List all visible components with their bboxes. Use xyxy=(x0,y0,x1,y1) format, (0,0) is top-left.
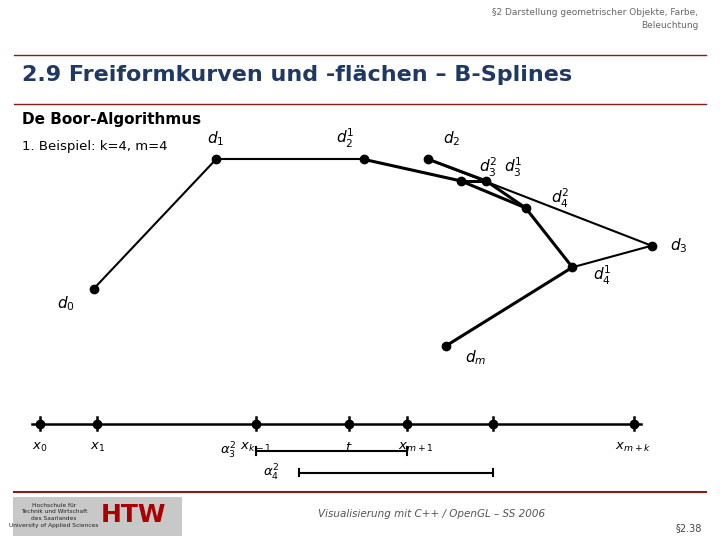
Text: $d_3^2$: $d_3^2$ xyxy=(479,156,498,179)
Text: $d_4^2$: $d_4^2$ xyxy=(551,187,570,210)
Text: $x_{m+k}$: $x_{m+k}$ xyxy=(616,441,652,454)
Text: $x_{m+1}$: $x_{m+1}$ xyxy=(397,441,433,454)
Text: $d_3^1$: $d_3^1$ xyxy=(504,156,523,179)
Text: $t$: $t$ xyxy=(346,441,353,454)
Text: 1. Beispiel: k=4, m=4: 1. Beispiel: k=4, m=4 xyxy=(22,140,167,153)
Text: De Boor-Algorithmus: De Boor-Algorithmus xyxy=(22,112,201,127)
Text: $x_1$: $x_1$ xyxy=(89,441,105,454)
Text: $\alpha_4^2$: $\alpha_4^2$ xyxy=(264,462,279,483)
Text: Hochschule für
Technik und Wirtschaft
des Saarlandes
University of Applied Scien: Hochschule für Technik und Wirtschaft de… xyxy=(9,503,99,528)
Text: Visualisierung mit C++ / OpenGL – SS 2006: Visualisierung mit C++ / OpenGL – SS 200… xyxy=(318,509,546,519)
Text: $d_4^1$: $d_4^1$ xyxy=(593,264,612,287)
Text: $x_{k-1}$: $x_{k-1}$ xyxy=(240,441,271,454)
Text: §2.38: §2.38 xyxy=(675,523,702,533)
Text: $d_2^1$: $d_2^1$ xyxy=(336,127,355,150)
Text: $d_0$: $d_0$ xyxy=(58,295,75,313)
Text: $d_2$: $d_2$ xyxy=(443,130,460,148)
Text: 2.9 Freiformkurven und -flächen – B-Splines: 2.9 Freiformkurven und -flächen – B-Spli… xyxy=(22,65,572,85)
Text: $d_1$: $d_1$ xyxy=(207,130,225,148)
Text: $d_m$: $d_m$ xyxy=(464,348,486,367)
FancyBboxPatch shape xyxy=(13,497,182,536)
Text: $\alpha_3^2$: $\alpha_3^2$ xyxy=(220,441,236,461)
Text: $x_0$: $x_0$ xyxy=(32,441,48,454)
Text: HTW: HTW xyxy=(101,503,166,527)
Text: §2 Darstellung geometrischer Objekte, Farbe,
Beleuchtung: §2 Darstellung geometrischer Objekte, Fa… xyxy=(492,8,698,30)
Text: $d_3$: $d_3$ xyxy=(670,237,688,255)
